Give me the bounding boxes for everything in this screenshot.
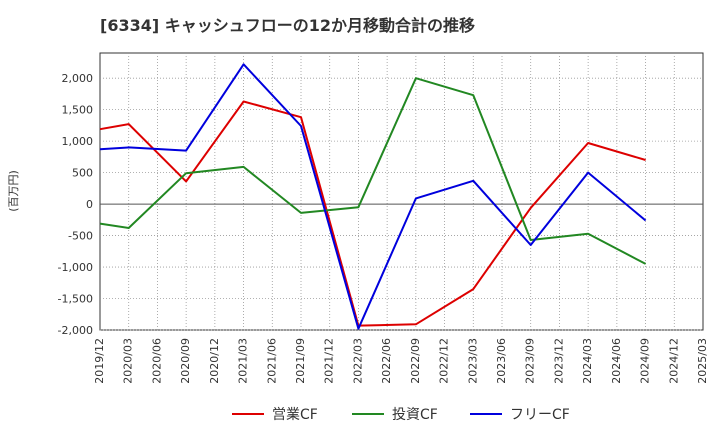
x-tick-label: 2020/03 [122,338,135,384]
x-tick-label: 2022/03 [351,338,364,384]
x-tick-label: 2021/03 [237,338,250,384]
x-tick-label: 2023/09 [524,338,537,384]
x-tick-label: 2024/06 [610,338,623,384]
legend-label: フリーCF [510,407,570,423]
legend-label: 投資CF [392,407,438,423]
series-line [99,63,647,330]
y-tick-label: 1,500 [62,104,94,117]
x-axis: 2019/12 2020/03 2020/06 2020/09 2020/12 2021/… [93,338,709,384]
x-tick-label: 2025/03 [696,338,709,384]
x-tick-label: 2024/12 [667,338,680,384]
x-tick-label: 2021/06 [265,338,278,384]
y-tick-label: -500 [68,230,93,243]
x-tick-label: 2020/12 [208,338,221,384]
y-tick-label: -1,500 [58,293,93,306]
x-tick-label: 2024/09 [639,338,652,384]
plot-area [99,52,704,331]
x-tick-label: 2023/06 [495,338,508,384]
legend-label: 営業CF [272,407,318,423]
x-tick-label: 2020/06 [150,338,163,384]
x-tick-label: 2021/09 [294,338,307,384]
chart-title: [6334] キャッシュフローの12か月移動合計の推移 [100,16,475,35]
x-tick-label: 2023/12 [552,338,565,384]
y-tick-label: 1,000 [62,135,94,148]
series-line [99,77,647,265]
grid-lines [100,53,703,331]
x-tick-label: 2019/12 [93,338,106,384]
x-tick-label: 2022/06 [380,338,393,384]
x-tick-label: 2020/09 [179,338,192,384]
y-tick-label: 2,000 [62,72,94,85]
y-tick-label: 0 [86,198,93,211]
series-lines [99,63,647,330]
plot-frame [99,52,704,331]
x-tick-label: 2022/09 [409,338,422,384]
y-axis: -2,000 -1,500 -1,000 -500 0 500 1,000 1,500 2,00… [58,72,93,337]
y-tick-label: -1,000 [58,261,93,274]
y-tick-label: 500 [72,167,93,180]
y-axis-label: (百万円) [7,170,20,212]
x-tick-label: 2021/12 [323,338,336,384]
x-tick-label: 2022/12 [438,338,451,384]
y-tick-label: -2,000 [58,324,93,337]
x-tick-label: 2023/03 [466,338,479,384]
x-tick-label: 2024/03 [581,338,594,384]
legend: 営業CF 投資CF フリーCF [232,407,570,423]
